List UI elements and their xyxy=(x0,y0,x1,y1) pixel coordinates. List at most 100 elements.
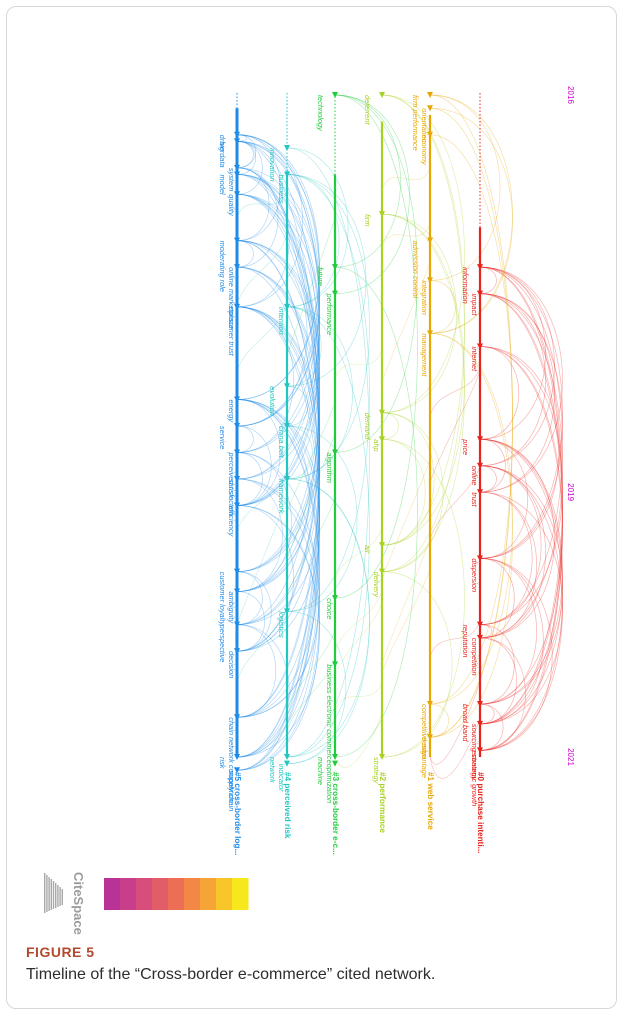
term-label: air xyxy=(363,545,372,554)
figure-caption: Timeline of the “Cross-border e-commerce… xyxy=(26,966,435,984)
citation-arc xyxy=(382,413,398,439)
citation-arc xyxy=(237,194,320,505)
citation-arc xyxy=(335,591,382,652)
citation-arc xyxy=(237,625,276,718)
term-label: algorithm xyxy=(325,452,334,482)
term-label: demand xyxy=(363,413,372,441)
citespace-logo: CiteSpace xyxy=(44,872,86,935)
term-label: service xyxy=(218,426,227,449)
citation-arc xyxy=(480,267,563,492)
cluster-label: #4 perceived risk xyxy=(283,772,292,839)
citation-arc xyxy=(480,267,496,293)
term-label: online xyxy=(470,466,479,486)
legend-swatch xyxy=(200,878,217,910)
term-label: integration xyxy=(420,280,429,315)
term-label: management xyxy=(420,333,429,377)
citation-arc xyxy=(480,492,532,624)
citation-arc xyxy=(237,241,253,267)
term-label: firm xyxy=(363,214,372,226)
logo-bar xyxy=(62,889,63,905)
term-label: competition xyxy=(470,638,479,676)
citation-arc xyxy=(480,439,563,750)
term-label: moderating role xyxy=(218,241,227,292)
citespace-logo-text: CiteSpace xyxy=(71,872,86,935)
citation-arc xyxy=(430,95,500,280)
logo-bar xyxy=(55,883,56,908)
term-label: customer loyalty xyxy=(218,572,227,627)
citation-arc xyxy=(237,426,253,452)
logo-bar xyxy=(48,877,49,911)
term-label: dispersion xyxy=(470,558,479,592)
term-label: model xyxy=(218,174,227,194)
citation-arc xyxy=(237,479,282,592)
term-label: consumer trust xyxy=(227,307,236,357)
citation-arc xyxy=(287,498,335,596)
cluster-label: #5 cross-border log... xyxy=(233,772,242,855)
term-label: ahp xyxy=(372,439,381,451)
citation-arc xyxy=(430,333,513,737)
cluster-label: #2 performance xyxy=(378,772,387,833)
legend-swatch xyxy=(136,878,153,910)
term-label: quality xyxy=(227,194,236,217)
term-label: deterrent xyxy=(363,95,372,126)
term-label: design xyxy=(420,737,429,759)
term-label: logistics xyxy=(277,611,286,638)
legend-swatch xyxy=(104,878,121,910)
cluster-label: #3 cross-border e-c... xyxy=(331,772,340,855)
term-label: internet xyxy=(470,347,479,373)
term-label: broad band xyxy=(461,704,470,742)
legend-swatch xyxy=(152,878,169,910)
logo-bar xyxy=(59,887,60,906)
citation-arc xyxy=(480,294,563,638)
citation-arc xyxy=(237,479,320,717)
legend-swatch xyxy=(184,878,201,910)
figure-label: FIGURE 5 xyxy=(26,944,95,960)
term-label: innovation xyxy=(268,148,277,182)
citation-arc xyxy=(480,267,563,724)
citation-arc xyxy=(430,135,513,704)
legend-swatch xyxy=(168,878,185,910)
term-label: impact xyxy=(470,294,479,317)
term-label: choice xyxy=(325,598,334,619)
term-label: risk xyxy=(218,757,227,769)
term-label: big data xyxy=(218,141,227,167)
term-label: business xyxy=(277,174,286,203)
citation-arc xyxy=(335,95,410,294)
term-label: efficiency xyxy=(227,505,236,537)
term-label: admission control xyxy=(411,241,420,299)
citation-arc xyxy=(335,95,418,452)
year-axis: 2016 2019 2021 xyxy=(566,86,575,766)
logo-bar xyxy=(46,875,47,912)
legend-swatch xyxy=(216,878,233,910)
term-label: intention xyxy=(277,307,286,335)
color-legend xyxy=(104,878,249,910)
citation-arc xyxy=(237,168,278,267)
cluster-label: #1 web service xyxy=(426,772,435,830)
logo-bar xyxy=(57,885,58,907)
citation-arc xyxy=(480,267,563,624)
citation-arc xyxy=(382,569,430,673)
term-label: information xyxy=(461,267,470,304)
term-label: decision xyxy=(227,651,236,678)
year-label-mid: 2019 xyxy=(566,483,575,501)
term-label: reputation xyxy=(461,625,470,658)
citation-arc xyxy=(480,704,503,750)
citation-arc xyxy=(382,214,465,545)
term-label: perspective xyxy=(218,624,227,663)
year-label-end: 2021 xyxy=(566,748,575,766)
citation-arc xyxy=(382,413,434,545)
citation-arc xyxy=(335,95,418,598)
term-label: machine xyxy=(316,757,325,785)
term-label: price xyxy=(461,438,470,455)
cluster-labels: #0 purchase intenti...#1 web service#2 p… xyxy=(233,772,485,855)
citation-arc xyxy=(430,280,455,333)
term-label: trust xyxy=(470,492,479,507)
legend-swatch xyxy=(120,878,137,910)
term-label: system xyxy=(227,168,236,191)
logo-bar xyxy=(44,873,45,913)
term-label: ambiguity xyxy=(227,592,236,625)
term-label: business electronic commerce xyxy=(325,664,334,763)
term-label: performance xyxy=(325,293,334,336)
term-label: network xyxy=(268,757,277,783)
